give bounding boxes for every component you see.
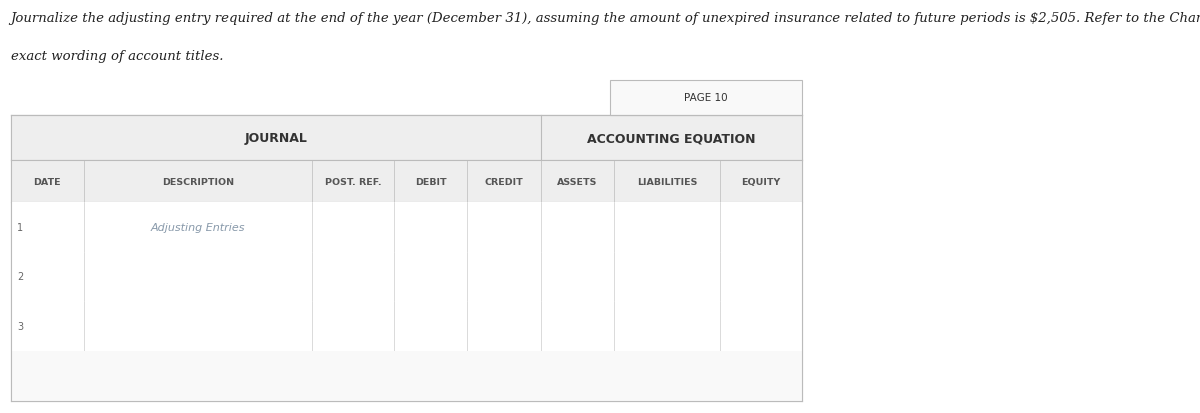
Text: DATE: DATE	[34, 177, 61, 186]
Text: ASSETS: ASSETS	[557, 177, 598, 186]
Bar	[610, 81, 802, 116]
Text: POST. REF.: POST. REF.	[325, 177, 382, 186]
Text: JOURNAL: JOURNAL	[245, 132, 307, 145]
Text: 3: 3	[17, 321, 23, 331]
Text: DESCRIPTION: DESCRIPTION	[162, 177, 234, 186]
Text: CREDIT: CREDIT	[485, 177, 523, 186]
Text: 1: 1	[17, 222, 23, 232]
Text: exact wording of account titles.: exact wording of account titles.	[11, 50, 223, 62]
Text: ACCOUNTING EQUATION: ACCOUNTING EQUATION	[587, 132, 756, 145]
Text: PAGE 10: PAGE 10	[684, 93, 727, 103]
Text: 2: 2	[17, 272, 23, 282]
Text: LIABILITIES: LIABILITIES	[637, 177, 697, 186]
Text: DEBIT: DEBIT	[415, 177, 446, 186]
Text: Adjusting Entries: Adjusting Entries	[151, 222, 246, 232]
Text: Journalize the adjusting entry required at the end of the year (December 31), as: Journalize the adjusting entry required …	[11, 12, 1200, 25]
Text: EQUITY: EQUITY	[742, 177, 780, 186]
